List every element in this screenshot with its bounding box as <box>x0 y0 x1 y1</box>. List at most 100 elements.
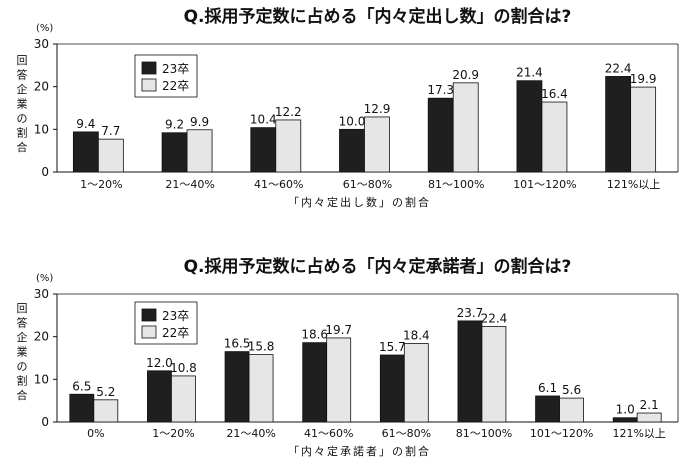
y-axis-label: 回答企業の割合 <box>17 302 28 402</box>
chart-panel-2: Q.採用予定数に占める「内々定承諾者」の割合は? (%) 0 10 20 30 回答企業の割… <box>17 256 679 458</box>
bar-b <box>171 375 196 423</box>
data-label: 9.2 <box>165 118 184 132</box>
x-tick-label: 1～20% <box>80 178 122 191</box>
x-tick-label: 101～120% <box>513 178 576 191</box>
y-tick-label: 20 <box>34 80 49 94</box>
data-label: 10.8 <box>170 361 197 375</box>
legend-label: 23卒 <box>162 309 189 323</box>
data-label: 18.6 <box>301 328 328 342</box>
y-tick-label: 10 <box>34 372 49 386</box>
data-label: 17.3 <box>427 83 454 97</box>
x-tick-label: 81～100% <box>428 178 484 191</box>
bar-a <box>457 320 483 423</box>
y-unit-label: (%) <box>36 23 53 34</box>
chart-title: Q.採用予定数に占める「内々定承諾者」の割合は? <box>184 256 572 277</box>
x-tick-label: 41～60% <box>254 178 303 191</box>
data-label: 5.6 <box>562 383 581 397</box>
x-tick-label: 41～60% <box>304 427 353 440</box>
bar-a <box>302 342 328 423</box>
x-tick-label: 121%以上 <box>607 178 660 191</box>
data-label: 23.7 <box>457 306 484 320</box>
bar-b <box>559 397 584 423</box>
legend-swatch <box>141 308 157 322</box>
legend-label: 22卒 <box>162 326 189 340</box>
y-unit-label: (%) <box>36 273 53 284</box>
bar-b <box>541 101 568 173</box>
data-label: 12.2 <box>275 105 302 119</box>
chart-panel-1: Q.採用予定数に占める「内々定出し数」の割合は? (%) 0 10 20 30 回答企業の割… <box>17 6 679 209</box>
bar-b <box>248 354 274 423</box>
bar-a <box>605 76 632 173</box>
x-tick-label: 121%以上 <box>612 427 665 440</box>
bar-a <box>339 128 365 173</box>
data-label: 6.5 <box>72 379 91 393</box>
bar-a <box>612 417 638 423</box>
x-tick-label: 61～80% <box>382 427 431 440</box>
data-label: 6.1 <box>538 381 557 395</box>
y-axis-label: 回答企業の割合 <box>17 54 28 154</box>
data-label: 12.9 <box>364 102 391 116</box>
x-tick-label: 101～120% <box>530 427 593 440</box>
bar-b <box>364 116 390 173</box>
x-tick-label: 61～80% <box>343 178 392 191</box>
bar-a <box>69 393 95 423</box>
bar-a <box>516 80 543 173</box>
bar-a <box>72 131 99 173</box>
data-label: 20.9 <box>452 68 479 82</box>
data-label: 7.7 <box>101 124 120 138</box>
data-label: 10.4 <box>250 113 277 127</box>
bar-b <box>403 343 429 423</box>
bar-a <box>250 127 277 173</box>
data-label: 5.2 <box>96 385 115 399</box>
bar-a <box>147 370 172 423</box>
chart-title: Q.採用予定数に占める「内々定出し数」の割合は? <box>184 6 572 27</box>
y-tick-label: 0 <box>41 165 49 179</box>
data-label: 9.4 <box>76 117 95 131</box>
legend-swatch <box>141 78 157 92</box>
data-label: 19.9 <box>630 72 657 86</box>
y-tick-label: 20 <box>34 330 49 344</box>
legend-label: 23卒 <box>162 62 189 76</box>
y-tick-label: 30 <box>34 287 49 301</box>
x-tick-label: 1～20% <box>152 427 194 440</box>
data-label: 15.7 <box>379 340 406 354</box>
y-tick-label: 10 <box>34 122 49 136</box>
data-label: 22.4 <box>481 311 508 325</box>
bar-b <box>97 138 124 173</box>
bar-b <box>630 86 657 173</box>
legend-swatch <box>141 325 157 339</box>
bar-b <box>93 399 119 423</box>
data-label: 1.0 <box>616 403 635 417</box>
legend-swatch <box>141 61 157 75</box>
data-label: 2.1 <box>640 398 659 412</box>
data-label: 21.4 <box>516 66 543 80</box>
y-tick-label: 30 <box>34 37 49 51</box>
data-label: 16.5 <box>224 337 251 351</box>
data-label: 22.4 <box>605 61 632 75</box>
x-tick-label: 21～40% <box>226 427 275 440</box>
y-tick-label: 0 <box>41 415 49 429</box>
bar-a <box>224 351 250 423</box>
data-label: 9.9 <box>190 115 209 129</box>
data-label: 12.0 <box>146 356 173 370</box>
bar-b <box>326 337 352 423</box>
x-axis-label: 「内々定承諾者」の割合 <box>288 444 431 458</box>
bar-b <box>452 82 479 173</box>
bar-b <box>481 326 507 423</box>
x-tick-label: 0% <box>87 427 104 440</box>
data-label: 18.4 <box>403 328 430 342</box>
bar-a <box>535 395 560 423</box>
bar-b <box>186 129 213 173</box>
data-label: 15.8 <box>248 340 275 354</box>
bar-a <box>427 97 454 173</box>
legend-label: 22卒 <box>162 79 189 93</box>
data-label: 16.4 <box>541 87 568 101</box>
bar-a <box>379 354 405 423</box>
bar-b <box>275 119 302 173</box>
x-tick-label: 21～40% <box>165 178 214 191</box>
data-label: 10.0 <box>339 114 366 128</box>
x-tick-label: 81～100% <box>456 427 512 440</box>
